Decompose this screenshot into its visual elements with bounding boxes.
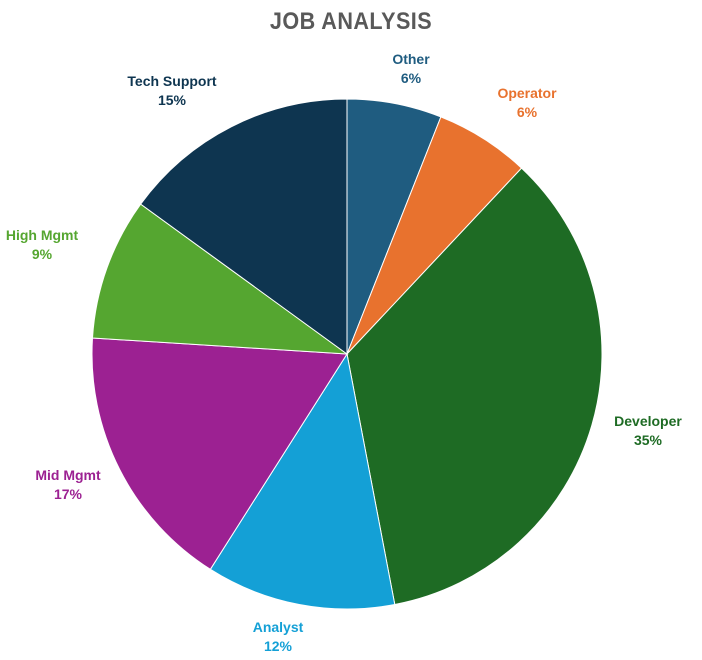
data-label-mid-mgmt: Mid Mgmt 17% bbox=[35, 467, 101, 502]
pie-slice-high-mgmt bbox=[91, 203, 349, 355]
data-label-operator: Operator 6% bbox=[497, 85, 557, 120]
data-label-developer: Developer 35% bbox=[614, 413, 682, 448]
data-label-name-operator: Operator bbox=[497, 85, 557, 101]
data-label-analyst: Analyst 12% bbox=[253, 619, 304, 654]
data-label-high-mgmt: High Mgmt 9% bbox=[6, 227, 79, 262]
data-label-name-mid-mgmt: Mid Mgmt bbox=[35, 467, 101, 483]
data-label-value-mid-mgmt: 17% bbox=[54, 486, 83, 502]
data-label-name-other: Other bbox=[392, 51, 430, 67]
data-label-value-developer: 35% bbox=[634, 432, 663, 448]
data-label-other: Other 6% bbox=[392, 51, 430, 86]
chart-title: JOB ANALYSIS bbox=[269, 8, 433, 35]
data-label-name-high-mgmt: High Mgmt bbox=[6, 227, 79, 243]
data-label-name-developer: Developer bbox=[614, 413, 682, 429]
data-label-name-tech-support: Tech Support bbox=[127, 73, 217, 89]
data-label-value-analyst: 12% bbox=[264, 638, 293, 654]
pie-slice-mid-mgmt bbox=[91, 337, 348, 570]
pie-slice-tech-support bbox=[140, 98, 348, 355]
pie-slice-developer bbox=[346, 167, 603, 606]
data-label-value-other: 6% bbox=[401, 70, 422, 86]
data-label-value-tech-support: 15% bbox=[158, 92, 187, 108]
data-label-tech-support: Tech Support 15% bbox=[127, 73, 217, 108]
data-label-name-analyst: Analyst bbox=[253, 619, 304, 635]
pie-slice-analyst bbox=[209, 352, 396, 610]
data-label-value-operator: 6% bbox=[517, 104, 538, 120]
data-label-value-high-mgmt: 9% bbox=[32, 246, 53, 262]
